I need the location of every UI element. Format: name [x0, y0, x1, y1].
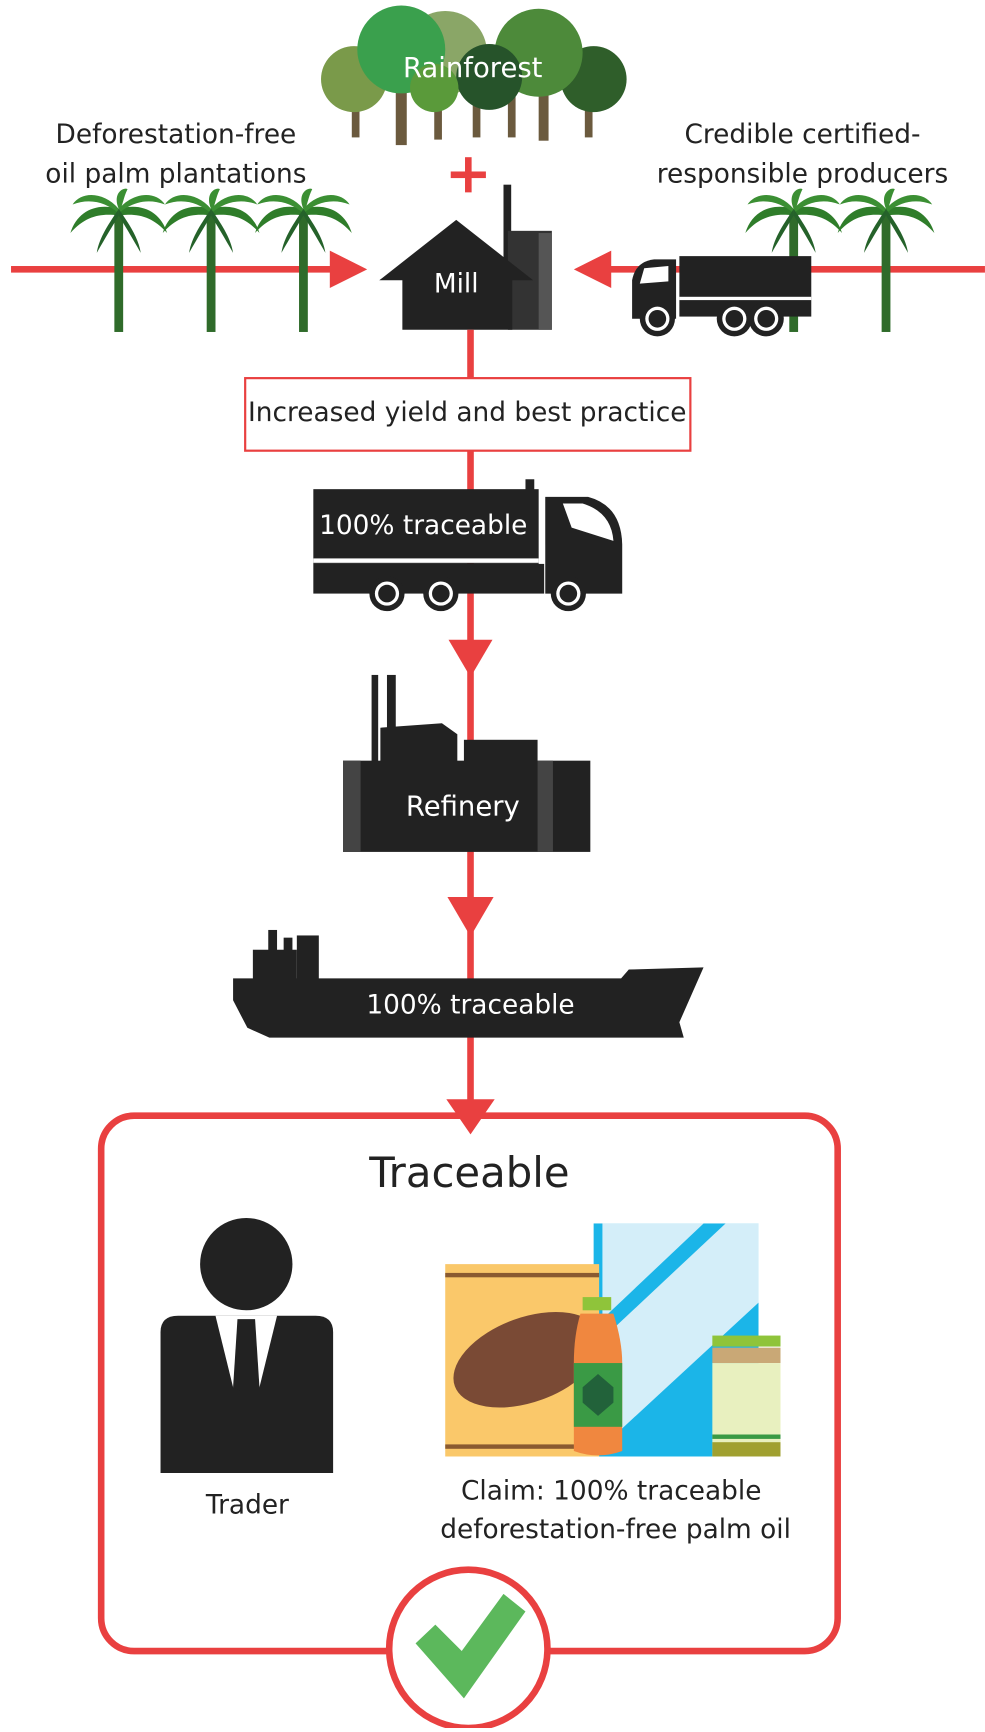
- refinery-label: Refinery: [406, 791, 520, 823]
- arrow-head: [447, 897, 493, 937]
- page: { "rainforest": {"label": "Rainforest"},…: [0, 0, 985, 1728]
- check-badge: [389, 1570, 547, 1728]
- supply-chain-diagram: Rainforest Deforestation-free oil palm p…: [0, 0, 985, 1728]
- truck-label: 100% traceable: [319, 511, 527, 541]
- practice-label: Increased yield and best practice: [248, 398, 686, 428]
- producers-label: Credible certified-: [684, 120, 920, 150]
- arrow-head: [449, 640, 493, 677]
- trader-label: Trader: [205, 1491, 289, 1521]
- traceable-truck: [313, 479, 622, 611]
- plus-sign: [451, 157, 486, 192]
- plantations-label: oil palm plantations: [45, 159, 306, 189]
- mill-label: Mill: [434, 269, 479, 299]
- outcome-title: Traceable: [368, 1148, 569, 1197]
- plantations-label: Deforestation-free: [56, 120, 297, 150]
- refinery-building: [343, 675, 590, 852]
- mill-building: [379, 185, 552, 330]
- trader-icon: [161, 1218, 334, 1473]
- claim-label: Claim: 100% traceable: [461, 1476, 762, 1506]
- rainforest-label: Rainforest: [403, 52, 543, 84]
- producer-truck: [632, 256, 811, 336]
- ship-label: 100% traceable: [366, 990, 574, 1020]
- producers-label: responsible producers: [657, 159, 949, 189]
- products-icon: [438, 1223, 780, 1456]
- claim-label: deforestation-free palm oil: [440, 1515, 791, 1545]
